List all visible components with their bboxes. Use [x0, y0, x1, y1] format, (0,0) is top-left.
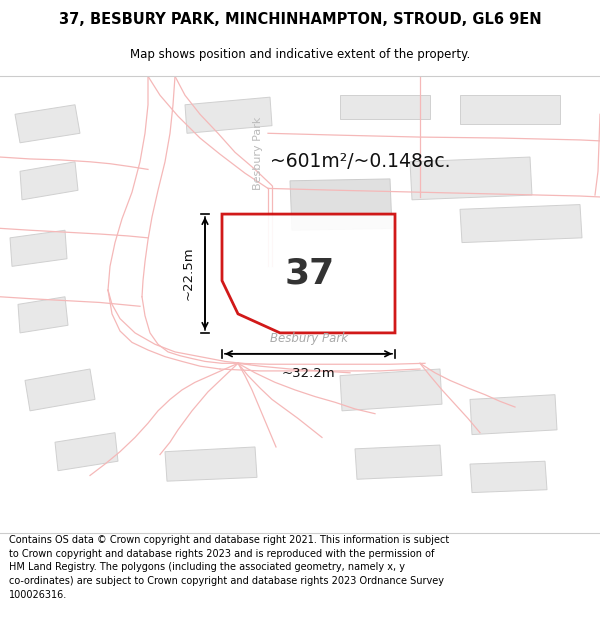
- Polygon shape: [460, 204, 582, 242]
- Text: ~601m²/~0.148ac.: ~601m²/~0.148ac.: [270, 152, 450, 171]
- Polygon shape: [15, 105, 80, 142]
- Polygon shape: [410, 157, 532, 200]
- Text: ~32.2m: ~32.2m: [281, 367, 335, 380]
- Polygon shape: [355, 445, 442, 479]
- Polygon shape: [55, 432, 118, 471]
- Polygon shape: [470, 394, 557, 434]
- Polygon shape: [460, 95, 560, 124]
- Text: ~22.5m: ~22.5m: [182, 247, 195, 300]
- Polygon shape: [18, 297, 68, 333]
- Text: 37, BESBURY PARK, MINCHINHAMPTON, STROUD, GL6 9EN: 37, BESBURY PARK, MINCHINHAMPTON, STROUD…: [59, 11, 541, 26]
- Text: Besbury Park: Besbury Park: [269, 332, 347, 345]
- Polygon shape: [222, 214, 395, 333]
- Polygon shape: [25, 369, 95, 411]
- Polygon shape: [340, 369, 442, 411]
- Text: Map shows position and indicative extent of the property.: Map shows position and indicative extent…: [130, 48, 470, 61]
- Text: Contains OS data © Crown copyright and database right 2021. This information is : Contains OS data © Crown copyright and d…: [9, 535, 449, 599]
- Polygon shape: [10, 230, 67, 266]
- Polygon shape: [165, 447, 257, 481]
- Polygon shape: [290, 179, 392, 230]
- Polygon shape: [340, 95, 430, 119]
- Text: Besbury Park: Besbury Park: [253, 117, 263, 190]
- Text: 37: 37: [285, 257, 335, 291]
- Polygon shape: [20, 162, 78, 200]
- Polygon shape: [470, 461, 547, 492]
- Polygon shape: [185, 97, 272, 133]
